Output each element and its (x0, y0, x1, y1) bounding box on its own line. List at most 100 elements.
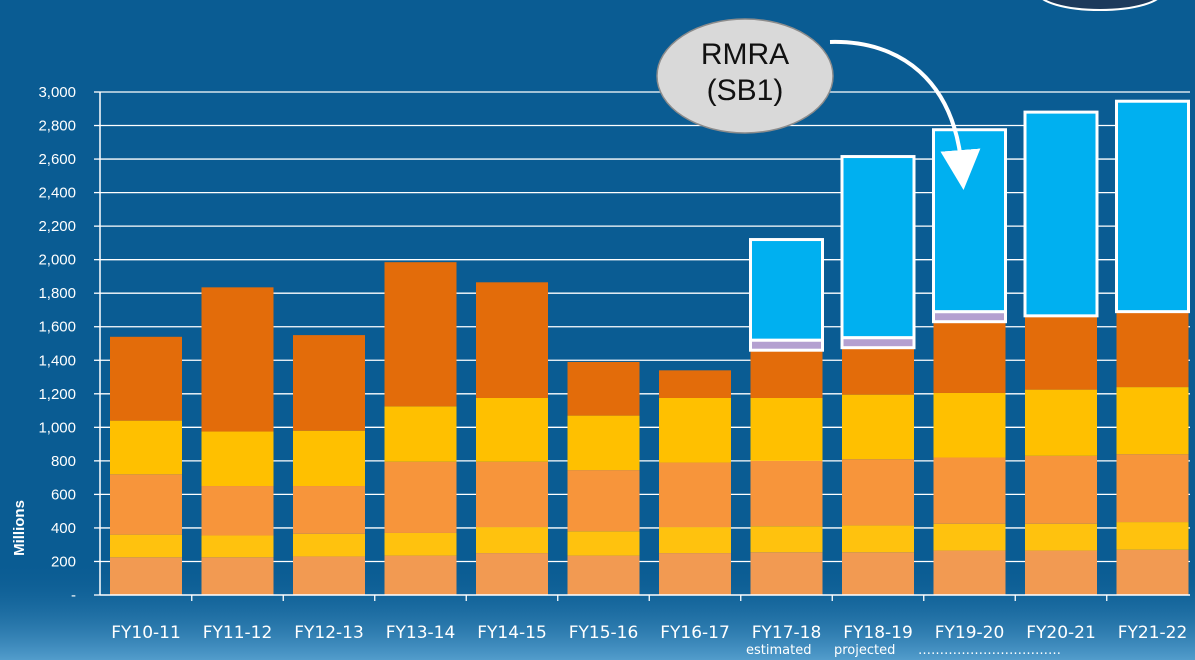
y-tick-label: 1,600 (38, 319, 76, 336)
y-axis-label: Millions (11, 500, 28, 556)
bar-segment (293, 486, 365, 534)
y-tick-label: - (71, 587, 76, 604)
bar-segment (1115, 99, 1190, 314)
bar-segment (842, 394, 914, 460)
bar-segment (293, 335, 365, 431)
bars (110, 99, 1190, 595)
bar-segment (110, 336, 182, 421)
bar-segment (659, 397, 731, 463)
bar-segment (932, 310, 1007, 324)
bar-segment (842, 459, 914, 526)
x-tick-label: FY11-12 (203, 623, 273, 643)
callout-line-2: (SB1) (707, 74, 784, 107)
bar-segment (840, 336, 916, 350)
bar-segment (384, 555, 457, 595)
bar-segment (201, 535, 274, 558)
y-tick-label: 2,200 (38, 218, 76, 235)
bar-segment (476, 461, 548, 528)
bar-segment (567, 470, 640, 532)
y-tick-label: 800 (51, 453, 76, 470)
bar-segment (384, 532, 457, 556)
y-tick-label: 1,000 (38, 419, 76, 436)
bar-segment (201, 431, 274, 487)
callout-line-1: RMRA (701, 38, 789, 71)
y-tick-label: 200 (51, 553, 76, 570)
bar-segment (384, 262, 457, 407)
bar-segment (1025, 389, 1097, 456)
bar-segment (1116, 549, 1189, 595)
x-tick-label: FY12-13 (294, 623, 364, 643)
axes: - 200 400 600 800 1,000 1,200 1,400 1,600 1,800 2,… (38, 84, 1190, 643)
bar-segment (110, 557, 182, 595)
bar-segment (110, 474, 182, 535)
x-tick-label: FY21-22 (1118, 623, 1188, 643)
bar-segment (567, 415, 640, 471)
bar-segment (567, 361, 640, 416)
y-tick-label: 2,800 (38, 118, 76, 135)
x-tick-label: FY19-20 (935, 623, 1005, 643)
x-tick-label: FY20-21 (1026, 623, 1096, 643)
bar-segment (1023, 110, 1099, 318)
bar-segment (201, 287, 274, 432)
y-tick-label: 600 (51, 486, 76, 503)
bar-segment (293, 556, 365, 595)
bar-segment (933, 392, 1006, 458)
bar-segment (201, 557, 274, 595)
bar-segment (1025, 455, 1097, 524)
x-tick-label: FY13-14 (386, 623, 456, 643)
bar-segment (842, 552, 914, 595)
rmra-callout: RMRA (SB1) (656, 18, 981, 190)
bar-segment (842, 525, 914, 553)
callout-bubble (656, 18, 834, 134)
bar-segment (1116, 387, 1189, 455)
y-tick-label: 1,400 (38, 352, 76, 369)
x-tick-label: FY10-11 (111, 623, 181, 643)
bar-segment (201, 486, 274, 536)
y-tick-label: 3,000 (38, 84, 76, 101)
bar-segment (1025, 550, 1097, 595)
bar-segment (840, 155, 916, 340)
x-tick-label: FY17-18 (752, 623, 822, 643)
bar-segment (749, 238, 824, 342)
bar-segment (659, 370, 731, 398)
bar-segment (749, 338, 824, 352)
bar-segment (293, 430, 365, 487)
y-tick-label: 400 (51, 520, 76, 537)
bar-segment (932, 128, 1007, 314)
footnote-estimated: estimated (746, 643, 811, 658)
x-tick-label: FY18-19 (843, 623, 913, 643)
bar-segment (567, 531, 640, 556)
y-tick-label: 2,400 (38, 185, 76, 202)
bar-segment (1025, 523, 1097, 551)
bar-segment (750, 552, 823, 595)
corner-logo (1042, 0, 1158, 11)
bar-segment (384, 406, 457, 462)
bar-segment (750, 460, 823, 527)
bar-segment (1025, 315, 1097, 390)
bar-segment (476, 553, 548, 595)
y-tick-label: 1,200 (38, 386, 76, 403)
bar-segment (1116, 522, 1189, 550)
bar-segment (842, 347, 914, 395)
bar-segment (293, 533, 365, 557)
bar-segment (659, 462, 731, 528)
bar-segment (750, 397, 823, 461)
callout-arrow (829, 39, 981, 190)
y-tick-label: 1,800 (38, 285, 76, 302)
footnote-projected: projected (834, 643, 895, 658)
bar-segment (933, 457, 1006, 524)
bar-segment (659, 553, 731, 595)
bar-segment (933, 550, 1006, 595)
x-tick-label: FY14-15 (477, 623, 547, 643)
y-tick-label: 2,000 (38, 252, 76, 269)
bar-segment (110, 420, 182, 475)
bar-segment (659, 527, 731, 554)
bar-segment (750, 526, 823, 553)
bar-segment (110, 534, 182, 558)
bar-segment (476, 397, 548, 462)
gridlines (100, 91, 1190, 563)
x-tick-label: FY16-17 (660, 623, 730, 643)
bar-segment (1116, 454, 1189, 523)
